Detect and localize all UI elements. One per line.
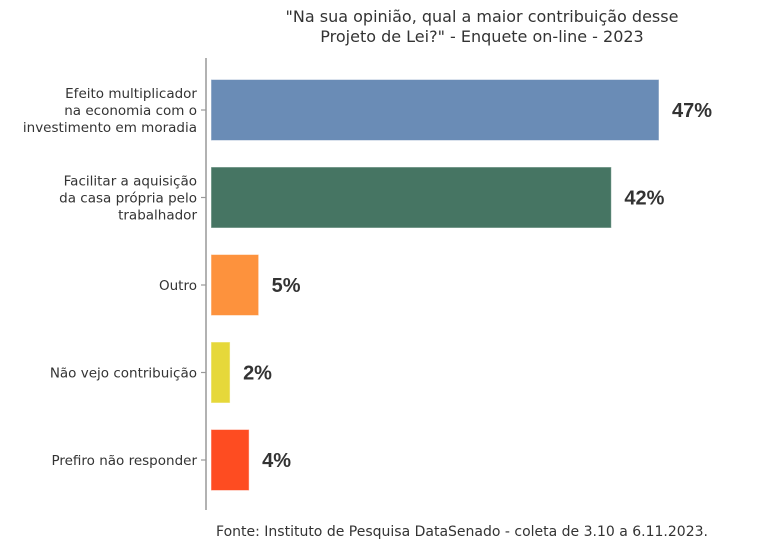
category-label: Prefiro não responder — [51, 453, 197, 469]
data-label: 47% — [672, 100, 712, 122]
bar — [210, 166, 612, 229]
chart-title-line: "Na sua opinião, qual a maior contribuiç… — [286, 7, 679, 26]
category-label: Facilitar a aquisição — [64, 174, 197, 190]
chart-title: "Na sua opinião, qual a maior contribuiç… — [286, 7, 679, 46]
data-label: 5% — [272, 275, 301, 297]
bar — [210, 79, 660, 141]
bar — [210, 341, 231, 404]
category-label: da casa própria pelo — [59, 191, 197, 207]
data-label: 42% — [624, 188, 664, 210]
category-label: Outro — [159, 278, 197, 294]
category-label: Não vejo contribuição — [50, 366, 197, 382]
category-label: investimento em moradia — [23, 120, 197, 136]
data-label: 2% — [243, 363, 272, 385]
bar — [210, 429, 250, 491]
bar — [210, 254, 260, 316]
category-label: trabalhador — [118, 208, 197, 224]
data-label: 4% — [262, 450, 291, 472]
chart-title-line: Projeto de Lei?" - Enquete on-line - 202… — [320, 27, 643, 46]
source-note: Fonte: Instituto de Pesquisa DataSenado … — [216, 524, 708, 540]
category-label: na economia com o — [64, 103, 197, 119]
category-label: Efeito multiplicador — [65, 86, 197, 102]
